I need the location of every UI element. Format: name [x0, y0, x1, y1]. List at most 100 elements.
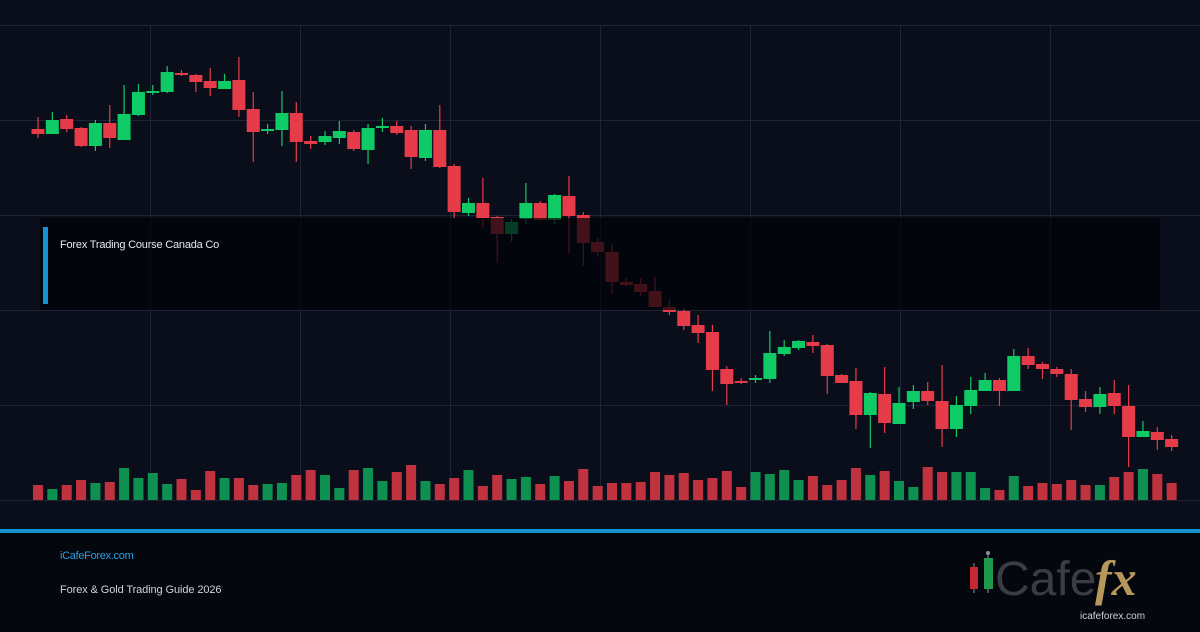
volume-bar: [47, 489, 58, 500]
candle-body: [964, 390, 978, 406]
volume-bar: [822, 485, 833, 500]
candle-body: [88, 123, 102, 146]
candle-body: [175, 73, 188, 75]
candle-body: [1064, 374, 1078, 400]
volume-bar: [1037, 483, 1048, 500]
candle-body: [1007, 356, 1021, 391]
candle-body: [878, 394, 892, 423]
volume-bar: [147, 473, 158, 500]
candle-body: [921, 391, 935, 401]
candle-body: [677, 311, 691, 326]
candle-body: [992, 380, 1006, 391]
candle-body: [1093, 394, 1107, 407]
volume-bar: [133, 478, 144, 500]
candle-body: [74, 128, 88, 146]
footer: iCafeForex.com Forex & Gold Trading Guid…: [0, 533, 1200, 630]
volume-bar: [506, 479, 517, 500]
volume-bar: [1008, 476, 1019, 500]
candle-body: [777, 347, 791, 354]
volume-bar: [879, 471, 890, 500]
volume-bar: [807, 476, 818, 500]
candle-body: [691, 325, 705, 333]
candle-body: [117, 114, 131, 140]
volume-bar: [1166, 483, 1177, 500]
volume-bar: [477, 486, 488, 500]
volume-bar: [61, 485, 72, 500]
candle-body: [720, 369, 734, 384]
volume-bar: [850, 468, 861, 500]
volume-bar: [492, 475, 503, 500]
volume-bar: [664, 475, 675, 500]
volume-bar: [951, 472, 962, 500]
candle-body: [131, 92, 145, 115]
candle-body: [1165, 439, 1179, 447]
accent-bar: [43, 227, 48, 304]
candlestick-logo-icon: Cafe fx: [970, 550, 1137, 606]
volume-bar: [535, 484, 546, 500]
volume-bar: [865, 475, 876, 500]
candle-body: [318, 136, 332, 142]
volume-bar: [764, 474, 775, 500]
candle-body: [433, 130, 447, 167]
candle-body: [763, 353, 777, 379]
volume-bar: [320, 475, 330, 500]
volume-bar: [894, 481, 904, 500]
candle-body: [404, 130, 418, 157]
candle-body: [361, 128, 375, 150]
volume-bar: [549, 476, 560, 500]
volume-bar: [693, 480, 704, 500]
candle-body: [476, 203, 490, 218]
candle-body: [304, 141, 318, 144]
candle-body: [806, 342, 820, 346]
candle-body: [1021, 356, 1035, 365]
volume-bar: [1123, 472, 1134, 500]
title-overlay-panel: Forex Trading Course Canada Co: [40, 218, 1160, 310]
candle-body: [533, 203, 547, 220]
candle-body: [863, 393, 877, 415]
volume-bar: [607, 483, 617, 500]
guide-subtitle: Forex & Gold Trading Guide 2026: [60, 584, 222, 596]
candle-body: [1036, 364, 1049, 369]
candle-body: [232, 80, 246, 110]
accent-divider: [0, 529, 1200, 533]
volume-bar: [219, 478, 230, 500]
candle-body: [45, 120, 59, 134]
volume-bar: [248, 485, 259, 500]
volume-bar: [1152, 474, 1163, 500]
candle-body: [1122, 406, 1136, 437]
site-link[interactable]: iCafeForex.com: [60, 550, 134, 562]
candle-body: [261, 129, 275, 131]
volume-bar: [1023, 486, 1034, 500]
volume-bar: [291, 475, 302, 500]
candle-body: [892, 403, 906, 424]
volume-bar: [635, 482, 646, 500]
candle-body: [146, 91, 160, 93]
volume-bar: [1137, 469, 1148, 500]
volume-bar: [377, 481, 388, 500]
volume-bar: [908, 487, 919, 500]
logo-fx: fx: [1095, 550, 1137, 606]
candle-body: [734, 381, 748, 383]
volume-bar: [836, 480, 847, 500]
volume-bar: [162, 484, 173, 500]
candle-body: [849, 381, 863, 415]
volume-bar: [922, 467, 933, 500]
volume-bar: [621, 483, 632, 500]
volume-bar: [736, 487, 747, 500]
candle-body: [749, 378, 762, 380]
volume-bar: [104, 482, 115, 500]
volume-bar: [176, 479, 187, 500]
volume-bar: [937, 472, 948, 500]
candle-body: [978, 380, 992, 391]
volume-bar: [90, 483, 101, 500]
candle-body: [332, 131, 346, 138]
volume-bar: [1080, 485, 1091, 500]
volume-bar: [578, 469, 589, 500]
volume-bar: [119, 468, 130, 500]
candle-body: [820, 345, 834, 376]
volume-bar: [449, 478, 460, 500]
candle-body: [218, 81, 232, 89]
volume-bar: [276, 483, 287, 500]
volume-bar: [391, 472, 402, 500]
volume-bar: [463, 470, 474, 500]
